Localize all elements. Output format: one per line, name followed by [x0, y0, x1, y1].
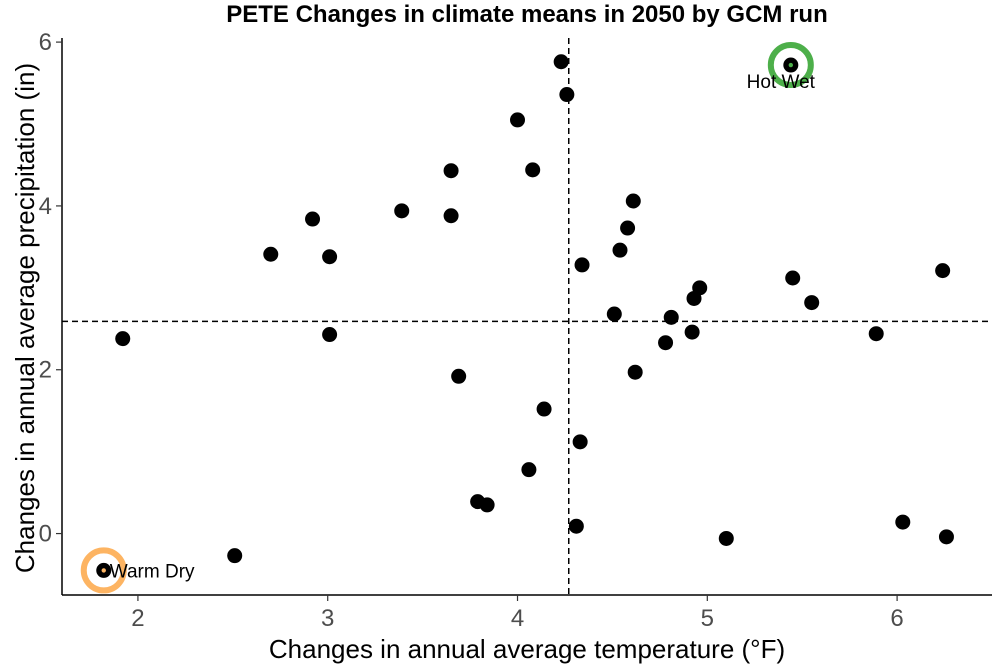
- data-point: [521, 462, 537, 478]
- data-point: [895, 514, 911, 530]
- x-tick-label: 6: [890, 605, 903, 632]
- highlight-ring: [80, 547, 127, 594]
- data-point: [443, 208, 459, 224]
- data-point: [305, 211, 321, 227]
- data-point: [804, 295, 820, 311]
- x-tick-label: 2: [131, 605, 144, 632]
- highlight-center: [788, 62, 794, 68]
- x-axis-ticks: 2 3 4 5 6: [131, 595, 904, 632]
- y-tick-label: 4: [39, 193, 52, 220]
- data-point: [935, 263, 951, 279]
- x-axis-title: Changes in annual average temperature (°…: [269, 634, 785, 664]
- data-point: [510, 112, 526, 128]
- highlight-center: [101, 568, 106, 573]
- data-point: [525, 162, 541, 178]
- data-point: [227, 548, 243, 564]
- y-axis-ticks: 0 2 4 6: [39, 29, 62, 548]
- data-point: [692, 280, 708, 296]
- data-point: [451, 368, 467, 384]
- data-point: [625, 193, 641, 209]
- data-point: [394, 203, 410, 219]
- y-axis-title: Changes in annual average precipitation …: [10, 63, 40, 573]
- data-point: [115, 331, 131, 347]
- y-tick-label: 0: [39, 521, 52, 548]
- data-point: [684, 324, 700, 340]
- data-point: [627, 364, 643, 380]
- y-tick-label: 6: [39, 29, 52, 56]
- data-point: [559, 87, 575, 103]
- data-point: [572, 434, 588, 450]
- data-point: [620, 220, 636, 236]
- data-point: [868, 326, 884, 342]
- data-point: [322, 249, 338, 265]
- data-point: [606, 306, 622, 322]
- highlight-label: Hot Wet: [747, 72, 816, 93]
- data-point: [663, 309, 679, 325]
- x-tick-label: 5: [701, 605, 714, 632]
- plot-area: Hot Wet Warm Dry: [62, 38, 992, 595]
- data-point: [568, 518, 584, 534]
- data-point: [574, 257, 590, 273]
- data-point: [718, 530, 734, 546]
- data-point: [443, 163, 459, 179]
- data-point: [322, 327, 338, 343]
- data-point: [536, 401, 552, 417]
- y-tick-label: 2: [39, 357, 52, 384]
- data-point: [785, 270, 801, 286]
- data-point: [263, 246, 279, 262]
- x-tick-label: 4: [511, 605, 524, 632]
- chart-title: PETE Changes in climate means in 2050 by…: [226, 1, 828, 28]
- data-point: [612, 242, 628, 258]
- data-point: [658, 335, 674, 351]
- x-tick-label: 3: [321, 605, 334, 632]
- data-point: [938, 529, 954, 545]
- highlight-label: Warm Dry: [110, 561, 195, 582]
- data-point: [553, 54, 569, 70]
- highlight-ring: [767, 42, 814, 89]
- data-point: [479, 497, 495, 513]
